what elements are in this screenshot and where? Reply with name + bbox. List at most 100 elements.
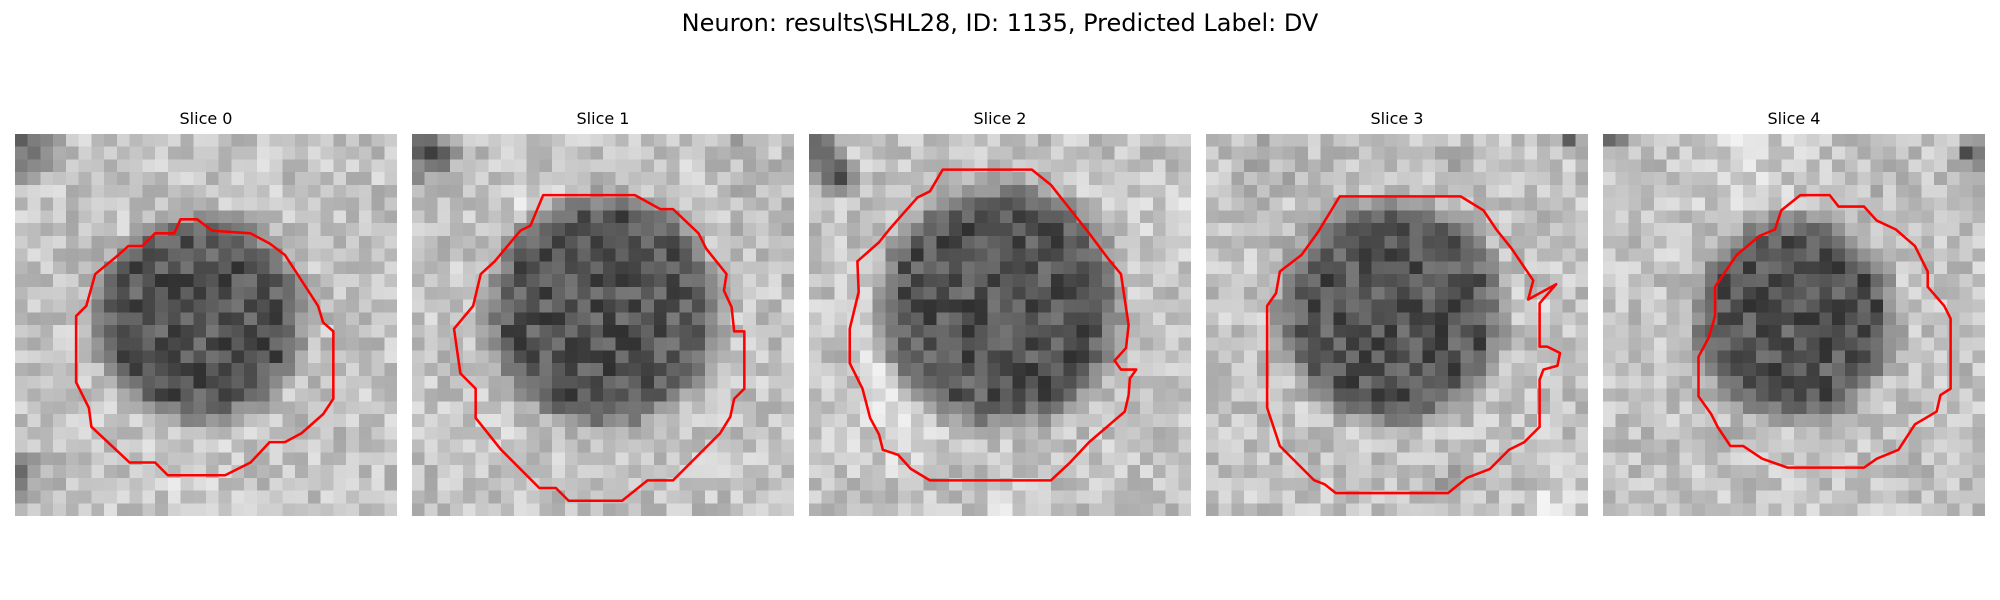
pixel	[27, 325, 41, 338]
pixel	[1679, 401, 1693, 415]
pixel	[615, 146, 629, 160]
pixel	[1549, 223, 1563, 237]
pixel	[371, 477, 385, 491]
pixel	[898, 299, 912, 313]
pixel	[142, 465, 156, 479]
pixel	[1282, 452, 1296, 466]
pixel	[40, 337, 54, 351]
pixel	[1012, 426, 1026, 440]
pixel	[1959, 325, 1973, 338]
pixel	[104, 286, 118, 300]
pixel	[180, 261, 194, 275]
pixel	[1371, 223, 1385, 237]
pixel	[1101, 363, 1115, 377]
pixel	[104, 490, 118, 504]
pixel	[577, 146, 591, 160]
pixel	[1972, 477, 1985, 491]
pixel	[1895, 172, 1909, 186]
pixel	[1333, 401, 1347, 415]
pixel	[1333, 503, 1347, 516]
pixel	[1641, 503, 1655, 516]
pixel	[809, 465, 822, 479]
pixel	[564, 350, 578, 364]
pixel	[1575, 312, 1588, 326]
pixel	[1575, 426, 1588, 440]
pixel	[768, 452, 782, 466]
pixel	[755, 146, 769, 160]
pixel	[1114, 490, 1128, 504]
pixel	[1934, 350, 1948, 364]
pixel	[1050, 452, 1064, 466]
pixel	[1422, 197, 1436, 211]
pixel	[295, 401, 309, 415]
pixel	[218, 414, 232, 428]
pixel	[1819, 286, 1833, 300]
pixel	[1603, 261, 1616, 275]
pixel	[1063, 503, 1077, 516]
pixel	[564, 261, 578, 275]
pixel	[129, 223, 143, 237]
pixel	[180, 223, 194, 237]
pixel	[488, 325, 502, 338]
pixel	[1768, 172, 1782, 186]
pixel	[1653, 235, 1667, 249]
pixel	[78, 274, 92, 288]
pixel	[244, 439, 258, 453]
pixel	[1870, 477, 1884, 491]
pixel	[15, 146, 28, 160]
pixel	[501, 172, 515, 186]
pixel	[1307, 426, 1321, 440]
pixel	[167, 477, 181, 491]
pixel	[1307, 235, 1321, 249]
pixel	[872, 452, 886, 466]
pixel	[821, 210, 835, 224]
pixel	[768, 350, 782, 364]
pixel	[1730, 477, 1744, 491]
pixel	[949, 172, 963, 186]
pixel	[320, 477, 334, 491]
pixel	[885, 159, 899, 173]
pixel	[1615, 439, 1629, 453]
pixel	[244, 172, 258, 186]
pixel	[1562, 401, 1576, 415]
pixel	[1549, 299, 1563, 313]
pixel	[358, 490, 372, 504]
pixel	[1206, 159, 1219, 173]
pixel	[1165, 146, 1179, 160]
pixel	[65, 465, 79, 479]
pixel	[1908, 401, 1922, 415]
pixel	[1333, 274, 1347, 288]
pixel	[1307, 274, 1321, 288]
pixel	[577, 477, 591, 491]
pixel	[488, 286, 502, 300]
pixel	[577, 325, 591, 338]
pixel	[244, 465, 258, 479]
pixel	[1140, 197, 1154, 211]
pixel	[1256, 134, 1270, 147]
pixel	[936, 363, 950, 377]
pixel	[1819, 261, 1833, 275]
pixel	[834, 172, 848, 186]
pixel	[1346, 286, 1360, 300]
pixel	[320, 248, 334, 262]
pixel	[628, 503, 642, 516]
pixel	[653, 401, 667, 415]
pixel	[821, 414, 835, 428]
pixel	[1653, 350, 1667, 364]
pixel	[1679, 134, 1693, 147]
pixel	[1165, 363, 1179, 377]
pixel	[1140, 159, 1154, 173]
pixel	[1781, 452, 1795, 466]
pixel	[104, 414, 118, 428]
pixel	[1256, 490, 1270, 504]
pixel	[167, 184, 181, 198]
pixel	[1844, 184, 1858, 198]
pixel	[1282, 235, 1296, 249]
pixel	[1114, 210, 1128, 224]
pixel	[1282, 337, 1296, 351]
pixel	[1397, 274, 1410, 288]
pixel	[104, 159, 118, 173]
pixel	[743, 490, 757, 504]
pixel	[104, 299, 118, 313]
pixel	[526, 325, 540, 338]
